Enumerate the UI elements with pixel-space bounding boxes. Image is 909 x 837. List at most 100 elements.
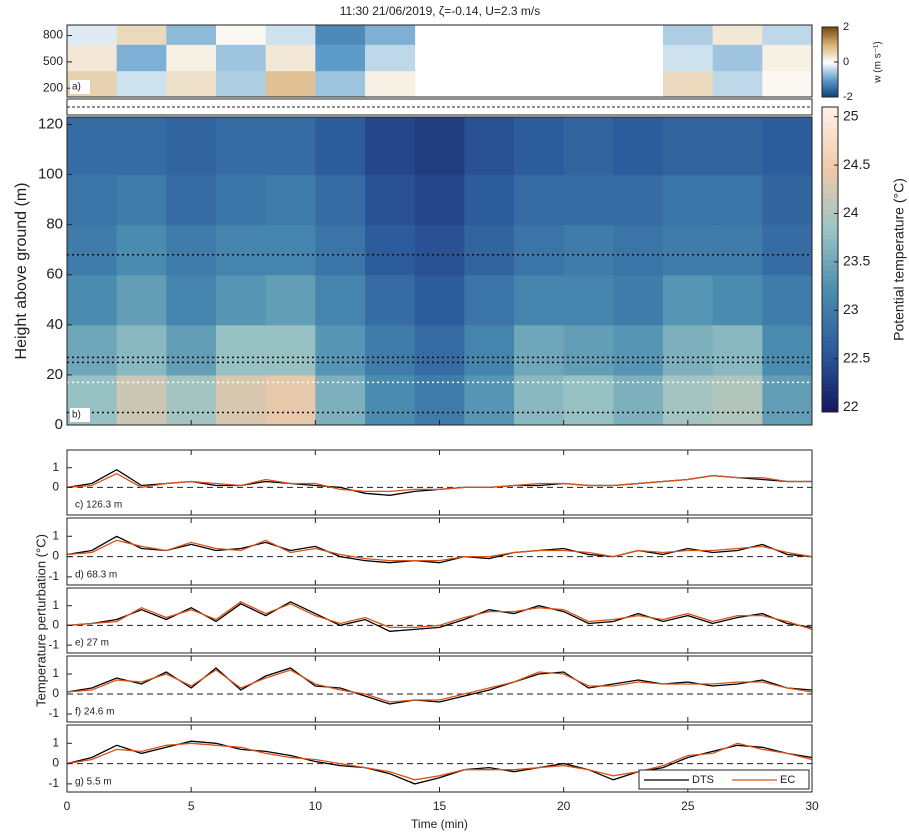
heatmap-cell — [762, 374, 813, 426]
colorbar-swatch — [822, 406, 838, 413]
heatmap-cell — [762, 25, 813, 45]
colorbar-label: w (m s⁻¹) — [873, 41, 884, 83]
heatmap-cell — [315, 117, 366, 176]
colorbar-swatch — [822, 51, 838, 54]
y-tick-label: 0 — [52, 549, 59, 563]
heatmap-cell — [116, 374, 167, 426]
colorbar-swatch — [822, 234, 838, 240]
heatmap-cell — [365, 224, 416, 276]
heatmap-cell — [265, 374, 316, 426]
colorbar-swatch — [822, 173, 838, 179]
colorbar-swatch — [822, 78, 838, 80]
heatmap-cell — [216, 274, 267, 326]
colorbar-swatch — [822, 295, 838, 301]
colorbar-swatch — [822, 66, 838, 69]
y-tick-label: 1 — [52, 666, 59, 680]
colorbar-swatch — [822, 38, 838, 41]
colorbar-swatch — [822, 71, 838, 73]
colorbar-swatch — [822, 28, 838, 30]
y-tick-label: 0 — [52, 756, 59, 770]
heatmap-cell — [613, 274, 664, 326]
colorbar-swatch — [822, 239, 838, 245]
y-tick-label: 1 — [52, 598, 59, 612]
colorbar-tick-label: 24 — [843, 204, 859, 220]
colorbar-swatch — [822, 45, 838, 48]
heatmap-cell — [265, 25, 316, 45]
y-tick-label: -1 — [48, 637, 59, 651]
colorbar-swatch — [822, 168, 838, 174]
heatmap-cell — [166, 174, 217, 226]
plot-frame — [66, 587, 813, 654]
heatmap-cell — [663, 44, 714, 72]
colorbar-swatch — [822, 259, 838, 266]
heatmap-cell — [116, 224, 167, 276]
colorbar-swatch — [822, 42, 838, 44]
colorbar-swatch — [822, 218, 838, 225]
heatmap-cell — [514, 374, 565, 426]
heatmap-cell — [712, 44, 763, 72]
x-tick-label: 25 — [681, 799, 695, 813]
colorbar-tick-label: 23 — [843, 301, 859, 317]
heatmap-cell — [216, 374, 267, 426]
colorbar-swatch — [822, 84, 838, 86]
colorbar-tick-label: 22.5 — [843, 349, 870, 365]
colorbar-swatch — [822, 157, 838, 164]
heatmap-cell — [712, 224, 763, 276]
colorbar-swatch — [822, 83, 838, 85]
heatmap-cell — [464, 174, 515, 226]
heatmap-cell — [166, 117, 217, 176]
heatmap-cell — [365, 117, 416, 176]
x-tick-label: 20 — [557, 799, 571, 813]
heatmap-cell — [464, 117, 515, 176]
panel-label: d) 68.3 m — [75, 570, 117, 581]
heatmap-cell — [663, 117, 714, 176]
heatmap-cell — [663, 25, 714, 45]
x-tick-label: 5 — [188, 799, 195, 813]
colorbar-swatch — [822, 80, 838, 83]
plot-frame — [66, 655, 813, 723]
colorbar-swatch — [822, 53, 838, 56]
colorbar-swatch — [822, 183, 838, 189]
panel-label: g) 5.5 m — [75, 777, 112, 788]
heatmap-cell — [265, 174, 316, 226]
colorbar-swatch — [822, 59, 838, 62]
heatmap-cell — [514, 224, 565, 276]
heatmap-cell — [265, 274, 316, 326]
heatmap-cell — [67, 44, 118, 72]
heatmap-cell — [315, 324, 366, 376]
heatmap-cell — [216, 174, 267, 226]
heatmap-cell — [414, 224, 465, 276]
colorbar-swatch — [822, 29, 838, 31]
colorbar-tick-label: 24.5 — [843, 156, 870, 172]
heatmap-cell — [663, 174, 714, 226]
y-tick-label: 0 — [52, 618, 59, 632]
heatmap-cell — [514, 274, 565, 326]
colorbar-swatch — [822, 325, 838, 332]
panel-label-bg — [70, 80, 90, 94]
y-tick-label: 1 — [52, 735, 59, 749]
series-line — [66, 539, 813, 562]
y-tick-label: -1 — [48, 569, 59, 583]
panel-label: c) 126.3 m — [75, 500, 122, 511]
heatmap-cell — [613, 374, 664, 426]
y-tick-label: 60 — [46, 266, 63, 283]
colorbar-swatch — [822, 43, 838, 45]
colorbar-swatch — [822, 351, 838, 357]
colorbar-swatch — [822, 63, 838, 65]
y-tick-label: 20 — [46, 366, 63, 383]
heatmap-cell — [365, 274, 416, 326]
colorbar-swatch — [822, 74, 838, 77]
heatmap-cell — [216, 224, 267, 276]
colorbar-swatch — [822, 300, 838, 306]
colorbar-swatch — [822, 152, 838, 159]
colorbar-swatch — [822, 147, 838, 154]
heatmap-cell — [67, 25, 118, 45]
colorbar-swatch — [822, 67, 838, 70]
heatmap-cell — [464, 274, 515, 326]
heatmap-cell — [315, 174, 366, 226]
colorbar-swatch — [822, 46, 838, 49]
heatmap-cell — [613, 117, 664, 176]
heatmap-cell — [613, 324, 664, 376]
heatmap-cell — [216, 44, 267, 72]
